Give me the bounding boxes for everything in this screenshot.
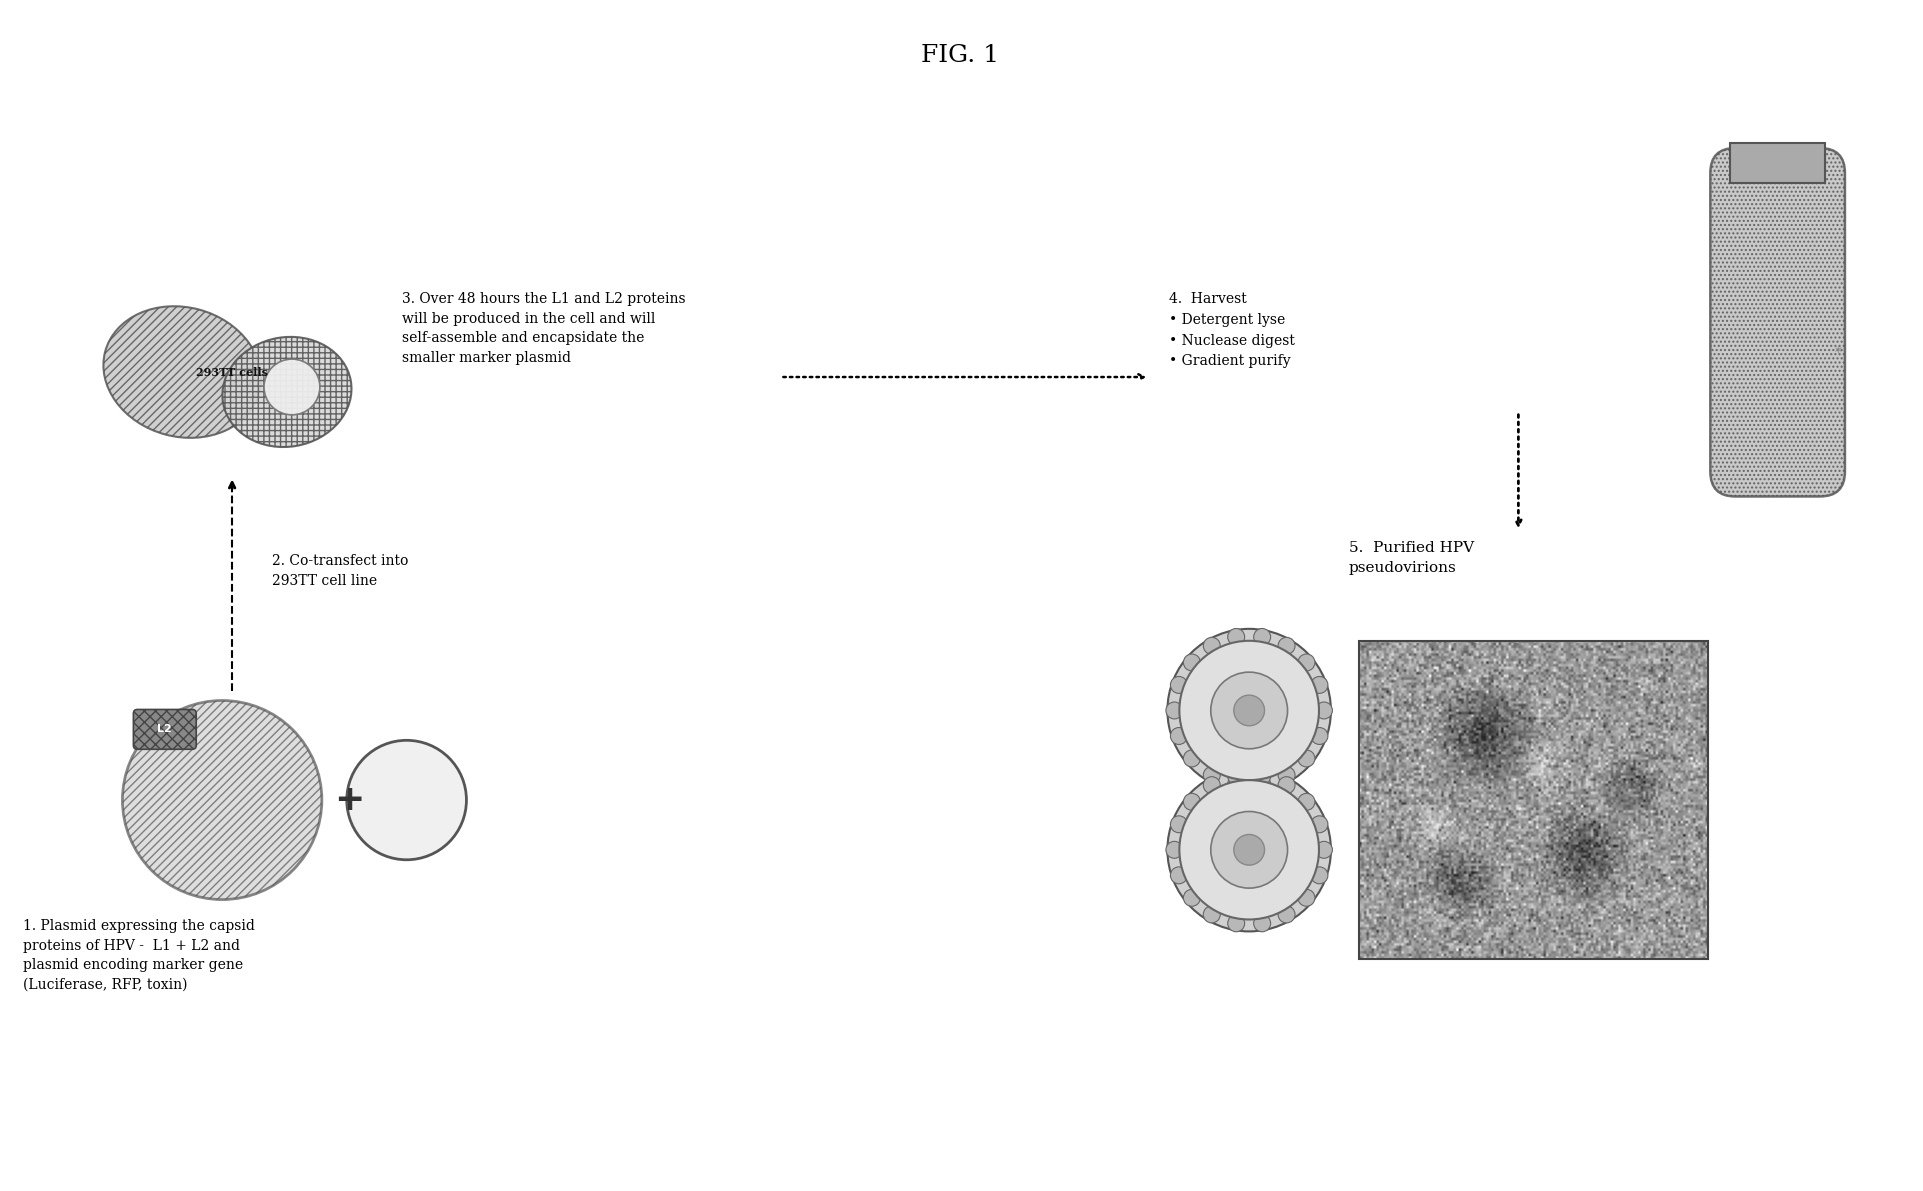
Circle shape (1227, 915, 1244, 931)
Circle shape (1298, 750, 1315, 767)
Text: L2: L2 (158, 724, 171, 735)
Circle shape (1235, 696, 1265, 725)
Circle shape (1179, 641, 1319, 780)
Ellipse shape (223, 337, 352, 447)
Circle shape (1315, 841, 1333, 859)
Circle shape (1211, 811, 1288, 888)
Circle shape (1183, 654, 1200, 671)
Circle shape (1204, 777, 1221, 793)
Circle shape (1167, 629, 1331, 792)
Circle shape (1298, 890, 1315, 906)
Circle shape (1211, 672, 1288, 749)
Circle shape (1183, 750, 1200, 767)
Circle shape (1227, 775, 1244, 792)
Text: 2. Co-transfect into
293TT cell line: 2. Co-transfect into 293TT cell line (271, 554, 408, 588)
Circle shape (1171, 676, 1186, 693)
Circle shape (1279, 767, 1294, 784)
Circle shape (1167, 768, 1331, 931)
Bar (1360, 641, 1708, 959)
Circle shape (1204, 637, 1221, 654)
Circle shape (1311, 728, 1329, 744)
Circle shape (1183, 793, 1200, 810)
Circle shape (1179, 780, 1319, 919)
Text: 5.  Purified HPV
pseudovirions: 5. Purified HPV pseudovirions (1348, 541, 1475, 575)
Circle shape (1254, 915, 1271, 931)
Text: *: * (1835, 345, 1842, 360)
Circle shape (1279, 637, 1294, 654)
Circle shape (1171, 867, 1186, 884)
Circle shape (1311, 816, 1329, 833)
Bar (1731, 143, 1825, 183)
Circle shape (123, 700, 321, 899)
Text: FIG. 1: FIG. 1 (921, 44, 1000, 67)
FancyBboxPatch shape (133, 710, 196, 749)
Circle shape (1311, 676, 1329, 693)
Circle shape (1254, 775, 1271, 792)
Circle shape (1227, 768, 1244, 785)
Circle shape (1165, 701, 1183, 719)
Circle shape (1183, 890, 1200, 906)
Ellipse shape (104, 306, 262, 438)
Circle shape (1298, 793, 1315, 810)
Circle shape (1254, 768, 1271, 785)
Text: 4.  Harvest
• Detergent lyse
• Nuclease digest
• Gradient purify: 4. Harvest • Detergent lyse • Nuclease d… (1169, 293, 1296, 368)
Circle shape (346, 741, 467, 860)
Text: 1. Plasmid expressing the capsid
proteins of HPV -  L1 + L2 and
plasmid encoding: 1. Plasmid expressing the capsid protein… (23, 919, 254, 992)
Text: 293TT cells: 293TT cells (196, 367, 267, 378)
Circle shape (1204, 767, 1221, 784)
Circle shape (1298, 654, 1315, 671)
Circle shape (1235, 835, 1265, 865)
Circle shape (1227, 629, 1244, 646)
Circle shape (1315, 701, 1333, 719)
Text: 3. Over 48 hours the L1 and L2 proteins
will be produced in the cell and will
se: 3. Over 48 hours the L1 and L2 proteins … (402, 293, 685, 364)
Circle shape (1279, 906, 1294, 923)
Circle shape (1311, 867, 1329, 884)
Circle shape (1171, 816, 1186, 833)
Circle shape (1165, 841, 1183, 859)
Circle shape (1279, 777, 1294, 793)
FancyBboxPatch shape (1710, 148, 1844, 497)
Text: +: + (335, 782, 365, 817)
Circle shape (1171, 728, 1186, 744)
Circle shape (1204, 906, 1221, 923)
Circle shape (1254, 629, 1271, 646)
Circle shape (263, 360, 319, 414)
